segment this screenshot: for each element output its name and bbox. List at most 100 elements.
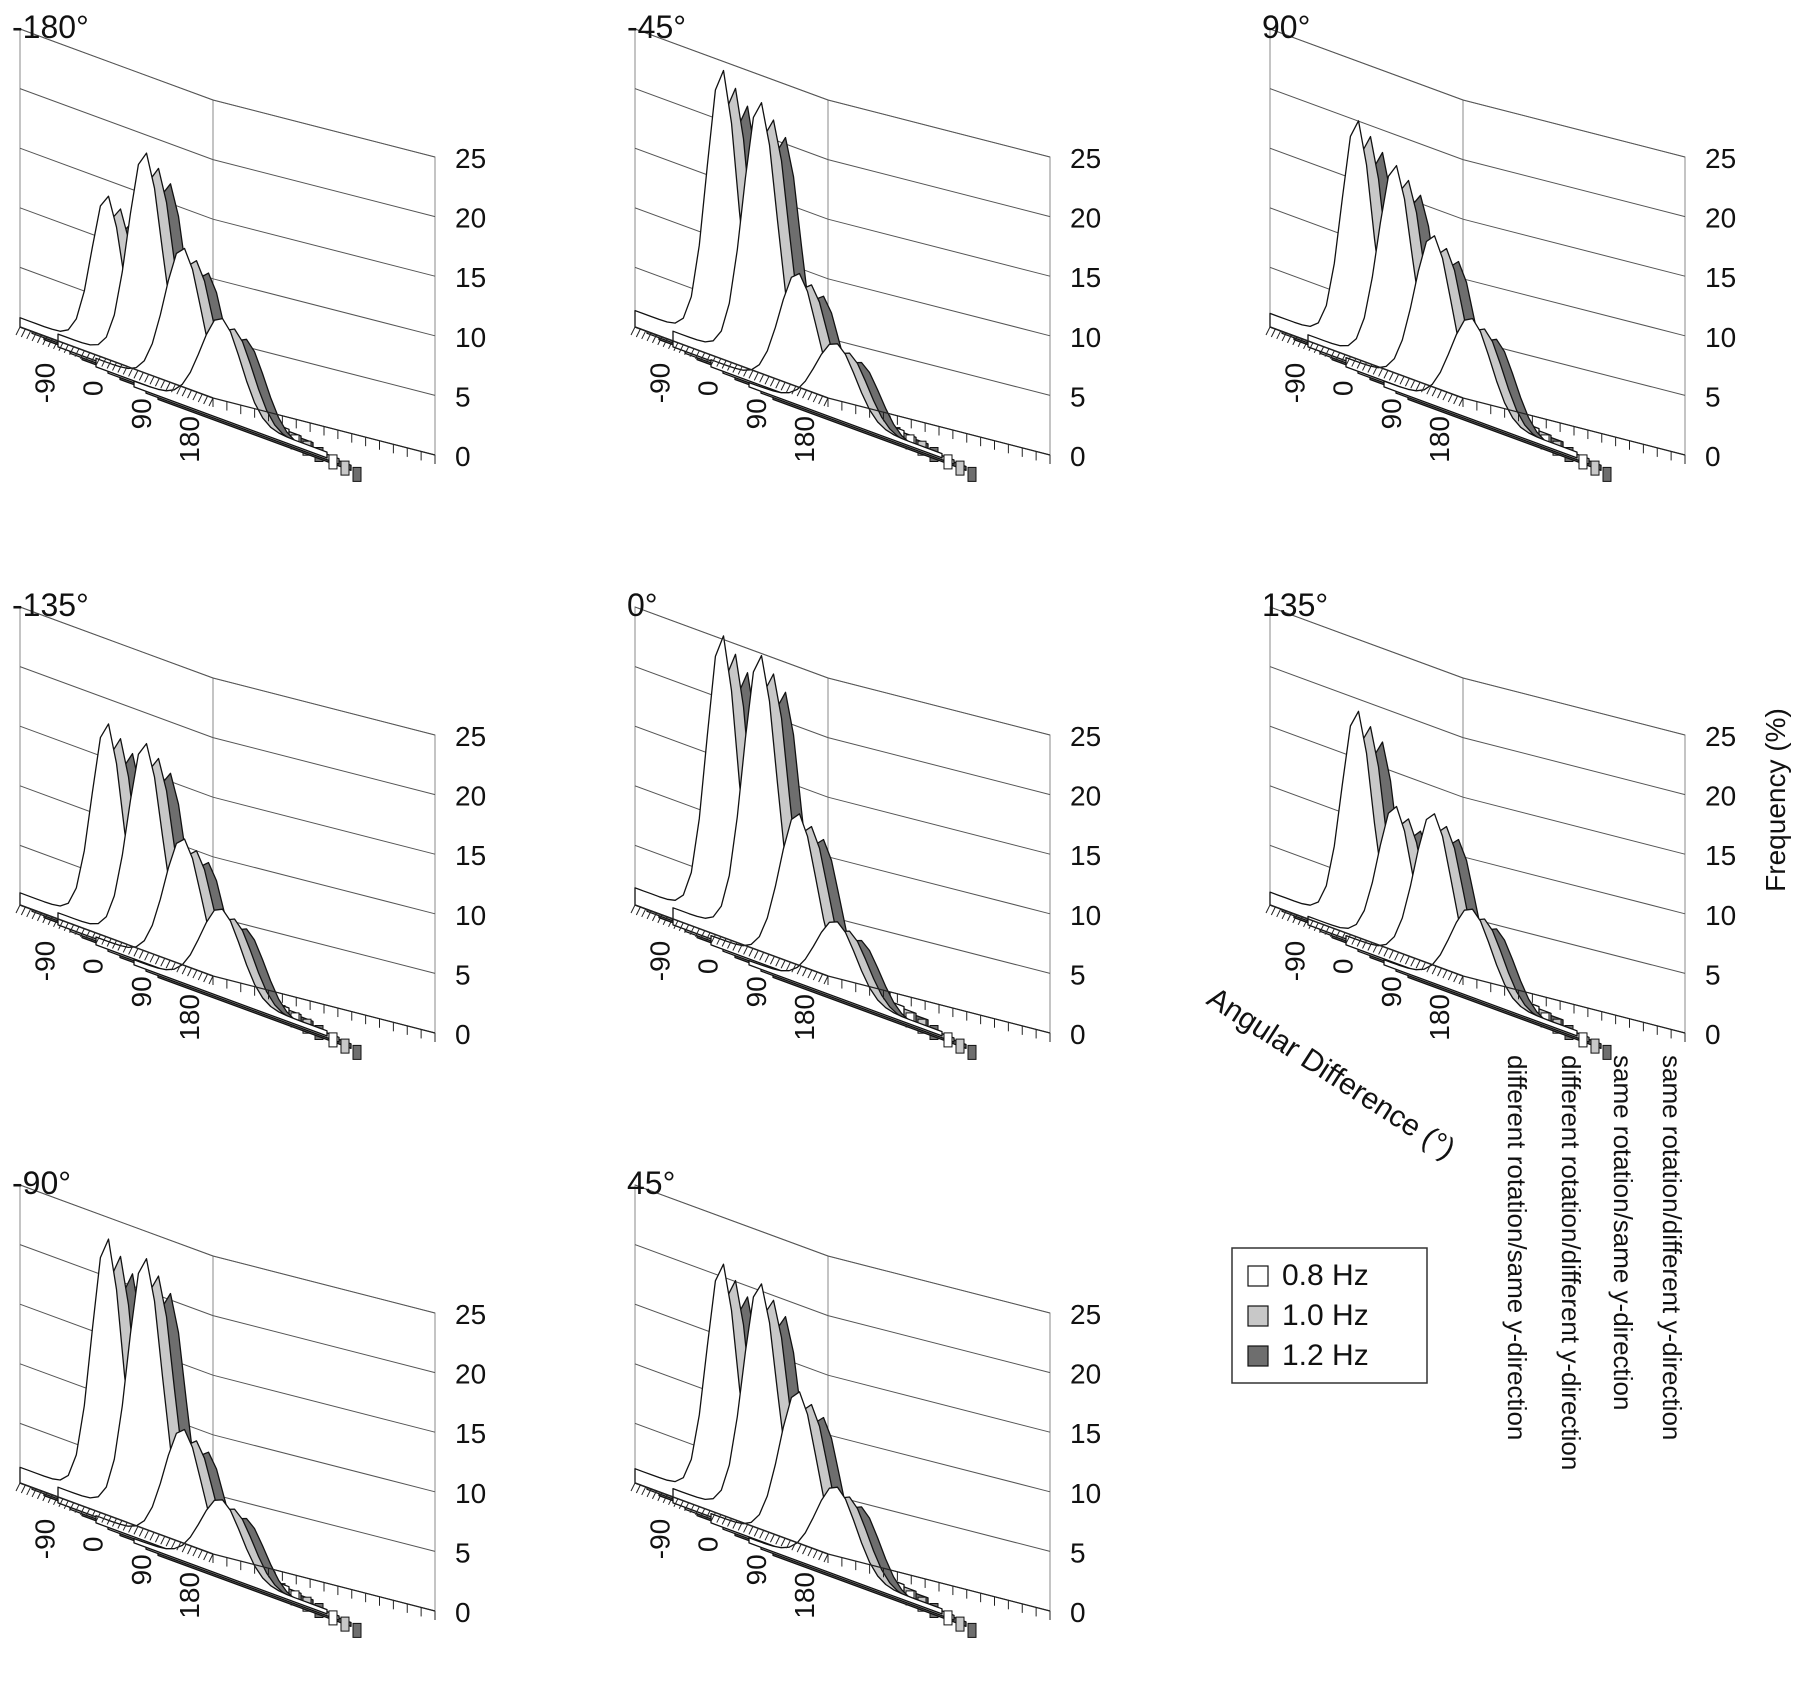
- x-tick-mark: [727, 940, 732, 949]
- x-tick-mark: [154, 378, 160, 387]
- ribbon-end: [1602, 1044, 1612, 1060]
- gridline: [19, 28, 214, 101]
- x-tick-mark: [1329, 928, 1335, 937]
- z-tick-label: 20: [1705, 203, 1736, 234]
- z-tick-label: 20: [1070, 203, 1101, 234]
- x-tick-mark: [20, 906, 26, 916]
- x-tick-mark: [15, 326, 21, 336]
- x-tick-mark: [1292, 914, 1298, 924]
- legend-swatch: [1247, 1265, 1269, 1287]
- x-tick-mark: [69, 924, 75, 933]
- x-tick-label: 0: [1328, 381, 1359, 397]
- x-tick-mark: [743, 1524, 749, 1533]
- x-tick-mark: [764, 1532, 770, 1541]
- chart-panel: 0 5 10 15 20 25 -90 0 90 180 0°: [627, 587, 1101, 1060]
- x-tick-mark: [106, 360, 112, 369]
- gridline: [1462, 218, 1686, 277]
- gridline: [19, 88, 214, 161]
- x-tick-mark: [678, 922, 684, 931]
- x-tick-mark: [122, 1522, 128, 1531]
- x-tick-mark: [36, 912, 42, 922]
- x-tick-mark: [192, 391, 198, 401]
- gridline: [212, 1374, 436, 1433]
- x-tick-mark: [1442, 969, 1448, 979]
- x-tick-label: 180: [789, 994, 820, 1041]
- x-tick-mark: [662, 1494, 668, 1504]
- ribbon-end: [1602, 466, 1612, 482]
- x-tick-mark: [1313, 344, 1319, 353]
- x-tick-mark: [646, 332, 652, 342]
- x-tick-mark: [197, 393, 203, 403]
- z-tick-label: 0: [1070, 441, 1086, 472]
- z-tick-label: 20: [1070, 781, 1101, 812]
- x-tick-mark: [796, 1543, 802, 1553]
- z-tick-label: 10: [455, 322, 486, 353]
- chart-panel: 0 5 10 15 20 25 -90 0 90 180 -180°: [12, 9, 486, 482]
- frequency-axis-label: Frequency (%): [1760, 708, 1791, 892]
- x-tick-mark: [673, 342, 679, 352]
- gridline: [19, 606, 214, 679]
- x-tick-mark: [748, 948, 754, 957]
- x-tick-mark: [208, 975, 214, 985]
- x-tick-mark: [1303, 918, 1308, 928]
- x-tick-mark: [1404, 378, 1410, 387]
- gridline: [1462, 915, 1686, 974]
- x-tick-mark: [694, 1506, 700, 1515]
- ribbon-end: [1578, 1032, 1588, 1048]
- x-tick-mark: [79, 350, 85, 359]
- x-tick-mark: [1313, 922, 1319, 931]
- gridline: [19, 666, 214, 739]
- x-tick-mark: [780, 381, 786, 391]
- ribbon-end: [943, 454, 953, 470]
- x-tick-mark: [1335, 352, 1341, 361]
- x-tick-mark: [165, 1537, 171, 1547]
- x-tick-mark: [1281, 332, 1287, 342]
- ribbon-end: [340, 1616, 350, 1632]
- x-tick-label: 0: [78, 381, 109, 397]
- gridline: [212, 99, 436, 158]
- x-tick-mark: [1372, 366, 1378, 375]
- gridline: [827, 1255, 1051, 1314]
- chart-title: 0°: [627, 587, 658, 623]
- gridline: [634, 1184, 829, 1257]
- z-tick-label: 0: [1705, 1019, 1721, 1050]
- x-tick-mark: [780, 959, 786, 969]
- x-tick-label: 180: [1424, 416, 1455, 463]
- x-tick-mark: [807, 969, 813, 979]
- x-tick-mark: [684, 1502, 690, 1511]
- x-tick-mark: [53, 340, 58, 350]
- z-tick-label: 25: [455, 1299, 486, 1330]
- gridline: [212, 856, 436, 915]
- ribbon-end: [352, 466, 362, 482]
- x-tick-label: -90: [644, 1519, 675, 1559]
- x-tick-mark: [743, 946, 749, 955]
- x-tick-mark: [786, 961, 791, 971]
- x-tick-mark: [90, 932, 96, 941]
- x-tick-mark: [796, 965, 802, 975]
- ribbon-end: [328, 1610, 338, 1626]
- x-tick-mark: [1447, 393, 1453, 403]
- z-tick-label: 15: [1070, 262, 1101, 293]
- x-tick-mark: [192, 969, 198, 979]
- x-tick-mark: [69, 1502, 75, 1511]
- x-tick-label: 180: [174, 994, 205, 1041]
- x-tick-mark: [710, 1512, 716, 1521]
- gridline: [212, 278, 436, 337]
- x-tick-mark: [187, 1545, 193, 1555]
- x-tick-mark: [90, 1510, 96, 1519]
- x-tick-label: 0: [78, 1537, 109, 1553]
- gridline: [1269, 28, 1464, 101]
- z-tick-label: 20: [455, 1359, 486, 1390]
- ribbon-end: [340, 460, 350, 476]
- x-tick-mark: [668, 1496, 673, 1506]
- x-tick-label: 90: [126, 1554, 157, 1585]
- gridline: [827, 677, 1051, 736]
- x-tick-mark: [187, 967, 193, 977]
- gridline: [212, 1315, 436, 1374]
- ribbon-end: [352, 1044, 362, 1060]
- x-tick-mark: [1378, 368, 1384, 377]
- x-tick-mark: [117, 1520, 123, 1529]
- x-tick-mark: [128, 946, 134, 955]
- x-tick-mark: [1394, 952, 1400, 961]
